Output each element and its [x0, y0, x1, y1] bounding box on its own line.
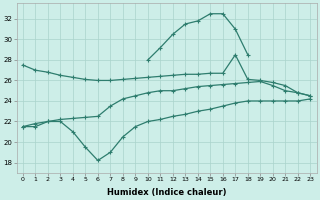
- X-axis label: Humidex (Indice chaleur): Humidex (Indice chaleur): [107, 188, 226, 197]
